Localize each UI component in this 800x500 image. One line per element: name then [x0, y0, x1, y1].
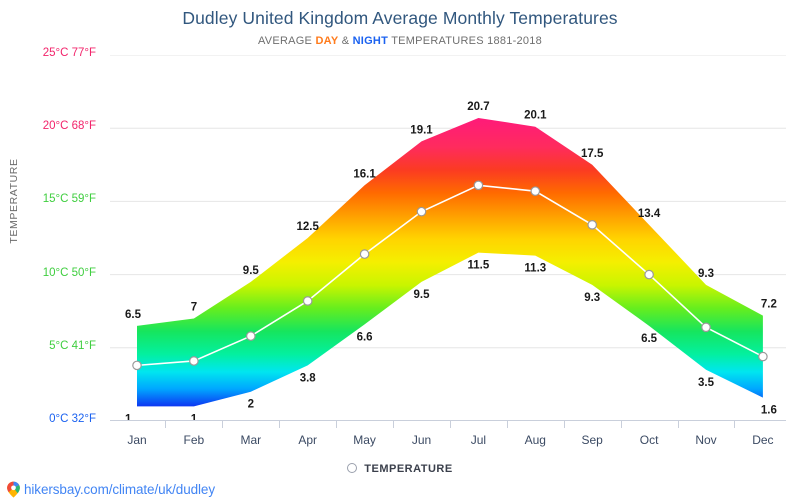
- x-tick-aug: Aug: [507, 421, 563, 447]
- x-tick-label: May: [353, 433, 376, 447]
- data-point-marker[interactable]: [530, 186, 541, 196]
- x-tick-label: Oct: [639, 433, 659, 447]
- x-tick-label: Jul: [470, 433, 487, 447]
- x-tick-label: Jan: [127, 433, 147, 447]
- x-tick-label: Feb: [183, 433, 205, 447]
- chart-svg: 6.5 7 9.5 12.5 16.1 19.1 20.7 20.1 17.5 13.4 9.3 7.…: [110, 55, 786, 421]
- subtitle-day-word: DAY: [315, 35, 339, 47]
- subtitle-prefix: AVERAGE: [258, 35, 316, 47]
- legend-label: TEMPERATURE: [364, 463, 453, 476]
- x-axis-separator: [222, 421, 224, 428]
- x-tick-label: Nov: [695, 433, 717, 447]
- x-tick-dec: Dec: [735, 421, 791, 447]
- x-axis-separator: [279, 421, 281, 428]
- day-value-label-Jun: 19.1: [410, 124, 433, 136]
- data-point-marker[interactable]: [644, 269, 654, 280]
- y-tick-label-10: 10°C 50°F: [42, 266, 96, 279]
- day-value-label-Mar: 9.5: [243, 265, 260, 277]
- data-point-marker[interactable]: [132, 360, 142, 371]
- day-value-label-May: 16.1: [353, 168, 376, 180]
- x-tick-may: May: [337, 421, 393, 447]
- day-value-label-Apr: 12.5: [297, 221, 320, 233]
- map-pin-icon: [7, 481, 20, 498]
- day-value-label-Sep: 17.5: [581, 148, 604, 160]
- y-tick-label-20: 20°C 68°F: [42, 120, 96, 133]
- data-point-marker[interactable]: [701, 322, 711, 333]
- data-point-marker[interactable]: [189, 356, 199, 366]
- data-point-marker[interactable]: [246, 331, 256, 341]
- night-value-label-Aug: 11.3: [524, 263, 546, 275]
- x-tick-label: Aug: [524, 433, 546, 447]
- y-axis-tick-labels: 0°C 32°F 5°C 41°F 10°C 50°F 15°C 59°F 20°C 6…: [0, 0, 96, 500]
- night-value-label-Oct: 6.5: [641, 333, 658, 345]
- x-tick-jun: Jun: [394, 421, 450, 447]
- x-tick-jan: Jan: [109, 421, 165, 447]
- x-axis-separator: [563, 421, 565, 428]
- x-axis-separator: [449, 421, 451, 428]
- night-value-label-Dec: 1.6: [761, 405, 777, 417]
- data-point-marker[interactable]: [473, 180, 484, 191]
- day-value-label-Nov: 9.3: [698, 268, 714, 280]
- day-value-label-Dec: 7.2: [761, 299, 777, 311]
- day-value-label-Jul: 20.7: [467, 101, 489, 113]
- source-footer[interactable]: hikersbay.com/climate/uk/dudley: [6, 479, 215, 499]
- night-value-label-Sep: 9.3: [584, 292, 600, 304]
- day-value-label-Feb: 7: [191, 302, 197, 314]
- x-axis-separator: [677, 421, 679, 428]
- temperature-range-band: [137, 117, 763, 407]
- data-point-marker[interactable]: [587, 220, 597, 230]
- x-axis-separator: [393, 421, 395, 428]
- x-tick-oct: Oct: [621, 421, 677, 447]
- x-axis-separator: [506, 421, 508, 428]
- x-axis-separator: [734, 421, 736, 428]
- plot-area: 6.5 7 9.5 12.5 16.1 19.1 20.7 20.1 17.5 13.4 9.3 7.…: [110, 55, 786, 421]
- data-point-marker[interactable]: [302, 296, 313, 306]
- subtitle-suffix: TEMPERATURES 1881-2018: [388, 35, 542, 47]
- chart-legend: TEMPERATURE: [0, 463, 800, 475]
- y-tick-label-5: 5°C 41°F: [49, 339, 96, 352]
- night-value-label-Feb: 1: [191, 413, 198, 421]
- x-tick-apr: Apr: [280, 421, 336, 447]
- x-axis-separator: [336, 421, 338, 428]
- night-value-label-Jan: 1: [125, 413, 132, 421]
- night-value-label-Jul: 11.5: [468, 260, 490, 272]
- x-tick-sep: Sep: [564, 421, 620, 447]
- night-value-label-Mar: 2: [248, 399, 254, 411]
- circle-marker-icon: [347, 463, 358, 474]
- y-tick-label-15: 15°C 59°F: [42, 193, 96, 206]
- y-tick-label-0: 0°C 32°F: [49, 413, 96, 425]
- night-value-label-Nov: 3.5: [698, 377, 715, 389]
- data-point-marker[interactable]: [758, 351, 768, 362]
- x-tick-feb: Feb: [166, 421, 222, 447]
- x-tick-label: Mar: [240, 433, 262, 447]
- y-tick-label-25: 25°C 77°F: [42, 47, 96, 59]
- day-value-label-Oct: 13.4: [638, 208, 661, 220]
- data-point-marker[interactable]: [359, 249, 370, 259]
- x-tick-mar: Mar: [223, 421, 279, 447]
- night-value-label-May: 6.6: [357, 331, 373, 343]
- x-tick-nov: Nov: [678, 421, 734, 447]
- night-value-label-Jun: 9.5: [414, 289, 431, 301]
- subtitle-night-word: NIGHT: [352, 35, 389, 47]
- x-tick-label: Sep: [581, 433, 603, 447]
- x-axis-separator: [620, 421, 622, 428]
- x-tick-jul: Jul: [450, 421, 506, 447]
- x-tick-label: Dec: [752, 433, 774, 447]
- source-url[interactable]: hikersbay.com/climate/uk/dudley: [24, 481, 215, 497]
- night-value-label-Apr: 3.8: [300, 372, 317, 384]
- subtitle-amp: &: [338, 35, 353, 47]
- x-tick-label: Jun: [411, 433, 432, 447]
- x-axis-separator: [165, 421, 167, 428]
- data-point-marker[interactable]: [416, 206, 427, 217]
- chart-title: Dudley United Kingdom Average Monthly Te…: [182, 8, 618, 28]
- day-value-label-Jan: 6.5: [125, 309, 142, 321]
- temperature-mean-line: [136, 184, 764, 367]
- chart-subtitle: AVERAGE DAY & NIGHT TEMPERATURES 1881-20…: [0, 35, 800, 47]
- x-axis: Jan Feb Mar Apr May Jun Jul Aug Sep Oct Nov Dec: [110, 420, 786, 449]
- x-tick-label: Apr: [298, 433, 318, 447]
- day-value-label-Aug: 20.1: [524, 110, 547, 122]
